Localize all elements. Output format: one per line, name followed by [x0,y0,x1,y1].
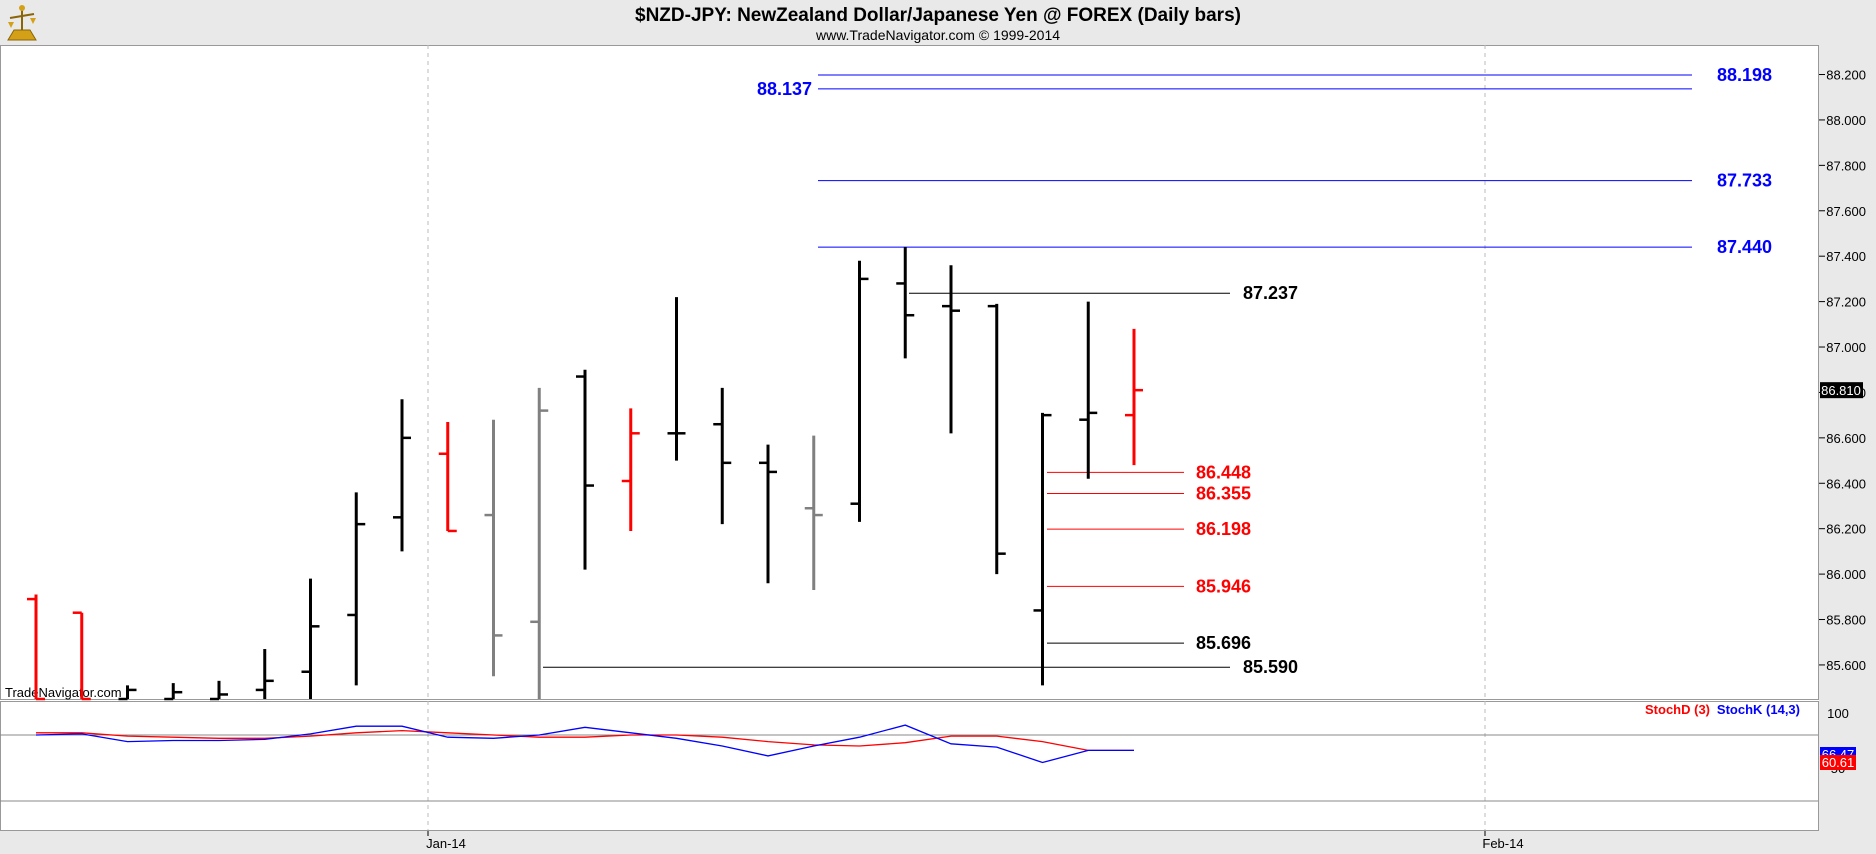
last-price-box [1820,382,1863,399]
y-tick-label: 86.000 [1826,567,1866,582]
stochk-legend: StochK (14,3) [1717,702,1800,717]
y-tick-label: 87.000 [1826,340,1866,355]
ohlc-bar [576,369,594,570]
ohlc-bar [118,685,137,701]
right-axis-band [1819,45,1876,854]
y-tick-label: 85.600 [1826,658,1866,673]
y-tick-label: 87.800 [1826,158,1866,173]
ohlc-bar [347,492,366,686]
ohlc-bar [621,408,640,531]
ohlc-bar [255,649,274,699]
level-label: 86.198 [1196,519,1251,539]
y-tick-label: 86.600 [1826,431,1866,446]
chart-subtitle: www.TradeNavigator.com © 1999-2014 [815,27,1060,43]
ohlc-bar [438,421,457,533]
stochd-line [36,729,1134,752]
ohlc-bar [850,260,869,522]
ohlc-bar [667,297,686,461]
date-axis: Jan-14 Feb-14 [426,831,1524,851]
y-tick-label: 87.200 [1826,295,1866,310]
ohlc-bar [530,387,549,699]
ohlc-bar [713,387,732,525]
level-label: 87.733 [1717,171,1772,191]
y-tick-label: 88.000 [1826,113,1866,128]
ohlc-bar [1125,328,1143,466]
ohlc-bar [759,444,777,584]
grid [427,45,1486,830]
oscillator-tick-label: 100 [1827,706,1849,721]
ohlc-bar [942,265,960,434]
price-levels: 88.198 88.137 87.733 87.440 87.237 86.44886.3… [543,65,1772,677]
level-label: 85.946 [1196,576,1251,596]
ohlc-bar [301,578,320,699]
level-label: 87.237 [1243,283,1298,303]
level-label: 88.137 [757,79,812,99]
y-tick-label: 87.400 [1826,249,1866,264]
ohlc-bar [484,419,503,677]
trade-navigator-logo-icon [7,5,37,41]
header-band [0,0,1876,45]
level-label: 86.355 [1196,483,1251,503]
y-tick-label: 86.200 [1826,522,1866,537]
level-label: 85.590 [1243,657,1298,677]
level-label: 88.198 [1717,65,1772,85]
y-tick-label: 87.600 [1826,204,1866,219]
stochk-line [35,724,1134,764]
ohlc-bar [1033,412,1052,686]
x-tick-label: Feb-14 [1482,836,1523,851]
oscillator-last-value: 60.61 [1822,755,1855,770]
price-axis: 88.200 88.000 87.800 87.600 87.400 87.200 87.0… [1819,68,1866,673]
price-panel [0,45,1819,700]
ohlc-bar [393,399,411,552]
ohlc-bar [896,247,915,359]
ohlc-bar [210,680,228,701]
y-tick-label: 86.400 [1826,476,1866,491]
ohlc-bar [987,303,1006,575]
ohlc-bar [72,611,91,701]
oscillator-panel [0,701,1819,831]
y-tick-label: 88.200 [1826,68,1866,83]
ohlc-bars [27,247,1143,701]
level-label: 86.448 [1196,462,1251,482]
bottom-axis-band [0,831,1876,854]
y-tick-label: 85.800 [1826,613,1866,628]
level-label: 85.696 [1196,633,1251,653]
ohlc-bar [1079,301,1098,479]
watermark: TradeNavigator.com [5,685,122,700]
ohlc-bar [164,683,183,701]
level-label: 87.440 [1717,237,1772,257]
last-price-label: 86.810 [1821,383,1861,398]
ohlc-bar [27,594,45,701]
ohlc-bar [804,435,823,590]
oscillator-last-value-box [1820,755,1856,770]
last-price-marker: 86.810 [1820,382,1863,399]
chart-title: $NZD-JPY: NewZealand Dollar/Japanese Yen… [635,5,1241,26]
x-tick-label: Jan-14 [426,836,466,851]
stochd-legend: StochD (3) [1645,702,1710,717]
